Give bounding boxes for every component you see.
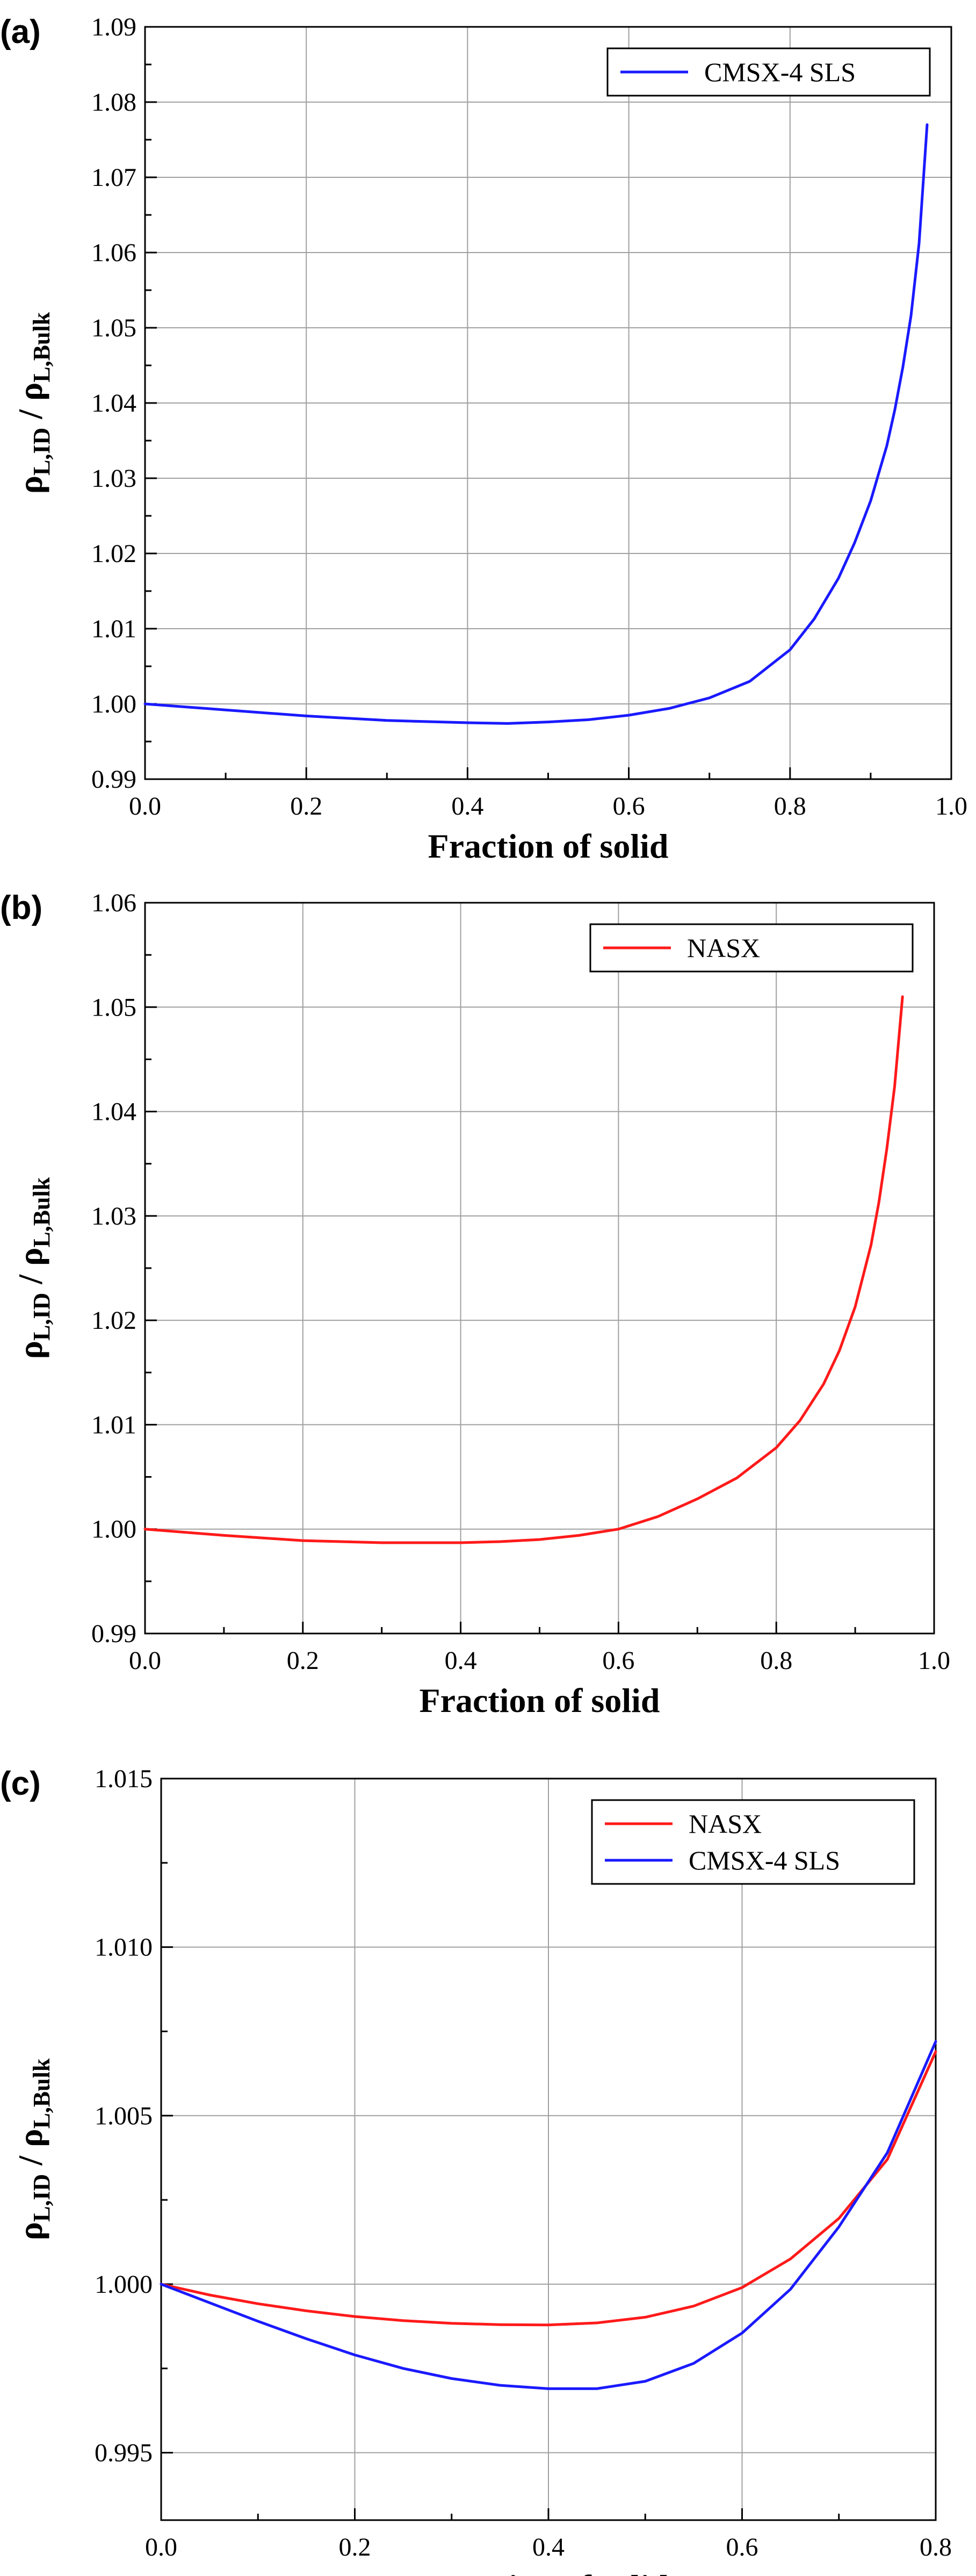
- y-tick-label: 1.09: [91, 13, 136, 41]
- y-tick-label: 1.01: [91, 615, 136, 643]
- y-axis-title: ρL,ID / ρL,Bulk: [11, 312, 55, 494]
- y-axis-title-sub1: L,ID: [28, 1293, 55, 1341]
- y-tick-label: 1.04: [91, 389, 136, 418]
- panel-label: (b): [0, 889, 42, 926]
- y-tick-label: 1.02: [91, 1306, 136, 1335]
- y-axis-title-sub1: L,ID: [28, 428, 55, 476]
- y-axis-title: ρL,ID / ρL,Bulk: [11, 1177, 55, 1359]
- y-tick-label: 1.04: [91, 1098, 136, 1126]
- panel-label: (a): [0, 13, 41, 51]
- y-tick-label: 1.00: [91, 1515, 136, 1544]
- x-tick-label: 0.2: [290, 792, 322, 821]
- series-line-cmsx-4-sls: [143, 123, 929, 725]
- y-axis-title-sub1: L,ID: [28, 2174, 55, 2222]
- chart-panel-3: (c) 0.0 0.2 0.4 0.6 0.8 0.995 1.000 1.005 1.010 1.…: [0, 1765, 952, 2576]
- x-axis-title: Fraction of solid: [428, 827, 669, 865]
- x-tick-label: 0.4: [451, 792, 483, 821]
- legend-label: NASX: [687, 933, 760, 963]
- legend: CMSX-4 SLS: [606, 47, 931, 97]
- series-line-cmsx-4-sls: [160, 2040, 937, 2390]
- y-tick-label: 1.07: [91, 163, 136, 192]
- legend: NASX CMSX-4 SLS: [591, 1799, 915, 1885]
- y-tick-label: 1.005: [95, 2102, 153, 2130]
- x-tick-label: 0.6: [602, 1646, 634, 1675]
- y-axis-title-rho: ρ: [11, 2222, 49, 2240]
- y-tick-label: 1.06: [91, 239, 136, 267]
- x-tick-label: 1.0: [935, 792, 967, 821]
- x-tick-label: 1.0: [918, 1646, 950, 1675]
- y-axis-title-sep: / ρ: [11, 1248, 49, 1293]
- x-tick-label: 0.0: [145, 2533, 177, 2561]
- series-line-nasx: [143, 995, 904, 1544]
- legend-label: NASX: [689, 1809, 762, 1839]
- x-tick-label: 0.6: [726, 2533, 758, 2561]
- chart-panel-1: (a) 0.0 0.2 0.4 0.6 0.8 1.0 0.99 1.00 1.01 1.02 1.0…: [0, 13, 967, 865]
- y-tick-label: 1.000: [95, 2270, 153, 2299]
- x-tick-label: 0.2: [287, 1646, 319, 1675]
- x-tick-label: 0.0: [129, 1646, 161, 1675]
- legend-label: CMSX-4 SLS: [689, 1845, 840, 1875]
- y-axis-title-sep: / ρ: [11, 383, 49, 428]
- y-tick-label: 0.99: [91, 1620, 136, 1648]
- y-tick-label: 1.06: [91, 889, 136, 917]
- y-axis-title-sub2: L,Bulk: [28, 1177, 55, 1247]
- y-tick-label: 0.99: [91, 765, 136, 794]
- y-tick-label: 1.05: [91, 993, 136, 1021]
- series-line-nasx: [160, 2050, 937, 2327]
- y-axis-title-rho: ρ: [11, 1341, 49, 1359]
- y-axis-title: ρL,ID / ρL,Bulk: [11, 2058, 55, 2240]
- plot-frame: [144, 902, 935, 1635]
- x-tick-label: 0.4: [532, 2533, 565, 2561]
- y-tick-label: 1.02: [91, 539, 136, 568]
- legend: NASX: [589, 923, 914, 973]
- y-tick-label: 1.00: [91, 690, 136, 718]
- y-axis-title-sub2: L,Bulk: [28, 2058, 55, 2128]
- y-tick-label: 1.03: [91, 464, 136, 493]
- x-tick-label: 0.8: [920, 2533, 952, 2561]
- y-tick-label: 1.05: [91, 314, 136, 342]
- legend-label: CMSX-4 SLS: [704, 57, 856, 87]
- x-axis-title: Fraction of solid: [420, 1681, 660, 1719]
- y-tick-label: 1.015: [95, 1765, 153, 1793]
- y-tick-label: 1.08: [91, 88, 136, 117]
- y-tick-label: 0.995: [95, 2439, 153, 2467]
- y-tick-label: 1.010: [95, 1933, 153, 1962]
- y-axis-title-rho: ρ: [11, 476, 49, 494]
- panel-label: (c): [0, 1765, 41, 1802]
- y-tick-label: 1.01: [91, 1411, 136, 1439]
- y-axis-title-sub2: L,Bulk: [28, 312, 55, 382]
- x-tick-label: 0.8: [774, 792, 806, 821]
- y-axis-title-sep: / ρ: [11, 2129, 49, 2174]
- x-tick-label: 0.6: [613, 792, 645, 821]
- x-tick-label: 0.4: [445, 1646, 477, 1675]
- x-axis-title: Fraction of solid: [428, 2568, 669, 2576]
- x-tick-label: 0.2: [339, 2533, 371, 2561]
- x-tick-label: 0.0: [129, 792, 161, 821]
- chart-panel-2: (b) 0.0 0.2 0.4 0.6 0.8 1.0 0.99 1.00 1.01 1.02 1.0…: [0, 889, 950, 1719]
- y-tick-label: 1.03: [91, 1202, 136, 1231]
- legend-box: [591, 1799, 915, 1885]
- x-tick-label: 0.8: [760, 1646, 792, 1675]
